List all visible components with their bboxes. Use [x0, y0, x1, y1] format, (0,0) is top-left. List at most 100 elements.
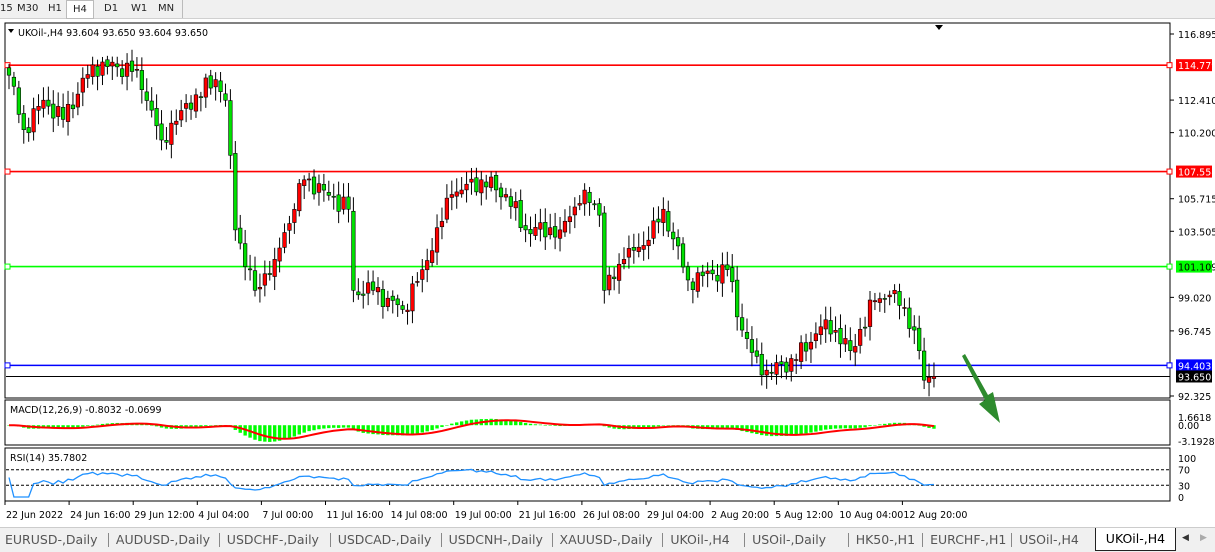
macd-histogram-bar	[56, 425, 60, 429]
tab-usdcad-daily[interactable]: USDCAD-,Daily	[337, 532, 432, 547]
tab-audusd-daily[interactable]: AUDUSD-,Daily	[115, 532, 211, 547]
chart-shift-marker-icon[interactable]	[935, 25, 943, 30]
bear-candle	[493, 174, 499, 191]
price-tick-label: 103.505	[1178, 227, 1215, 238]
macd-histogram-bar	[199, 425, 203, 427]
macd-histogram-bar	[90, 425, 95, 426]
bear-candle	[247, 268, 253, 271]
timeframe-d1[interactable]: D1	[104, 3, 119, 14]
macd-histogram-bar	[317, 425, 321, 430]
tab-eurchf-h1[interactable]: EURCHF-,H1	[930, 532, 1007, 547]
tab-hk50-h1[interactable]: HK50-,H1	[855, 532, 916, 547]
bull-candle	[444, 197, 449, 220]
tab-usoil-daily[interactable]: USOil-,Daily	[752, 532, 827, 547]
bull-candle	[134, 68, 140, 71]
rsi-tick-label: 70	[1178, 466, 1190, 477]
time-label: 29 Jul 04:00	[647, 510, 704, 521]
timeframe-15[interactable]: 15	[0, 3, 13, 14]
macd-histogram-bar	[76, 425, 80, 428]
bull-candle	[410, 283, 415, 312]
macd-pane[interactable]	[4, 399, 1171, 446]
bull-candle	[567, 216, 572, 223]
bear-candle	[685, 266, 691, 281]
macd-histogram-bar	[819, 425, 823, 431]
macd-histogram-bar	[366, 425, 370, 434]
macd-histogram-bar	[297, 425, 301, 435]
macd-histogram-bar	[420, 425, 424, 433]
macd-histogram-bar	[769, 425, 774, 437]
macd-histogram-bar	[671, 425, 675, 426]
bear-candle	[518, 200, 523, 229]
toolbar-separator	[182, 0, 183, 18]
bear-candle	[592, 203, 597, 206]
bull-candle	[375, 287, 381, 293]
bear-candle	[370, 281, 376, 291]
tab-separator	[440, 533, 442, 547]
bull-candle	[607, 274, 612, 291]
timeframe-toolbar: 15 M30 H1 H4 D1 W1 MN	[0, 0, 1215, 19]
bear-candle	[739, 317, 745, 331]
tab-ukoil-h4[interactable]: UKOil-,H4	[670, 532, 730, 547]
timeframe-mn[interactable]: MN	[158, 3, 175, 14]
time-label: 4 Jul 04:00	[198, 510, 249, 521]
tab-xauusd-daily[interactable]: XAUUSD-,Daily	[559, 532, 653, 547]
macd-histogram-bar	[755, 425, 759, 435]
macd-histogram-bar	[100, 423, 105, 426]
price-tick-label: 99.020	[1178, 293, 1211, 304]
bear-candle	[725, 264, 730, 270]
macd-histogram-bar	[543, 425, 547, 426]
macd-histogram-bar	[745, 425, 749, 433]
macd-histogram-bar	[637, 425, 641, 429]
collapse-triangle-icon[interactable]	[8, 29, 14, 33]
macd-histogram-bar	[656, 425, 661, 427]
timeframe-m30[interactable]: M30	[17, 3, 39, 14]
price-pane[interactable]	[4, 22, 1171, 399]
tab-usoil-h4[interactable]: USOil-,H4	[1019, 532, 1079, 547]
timeframe-h4[interactable]: H4	[66, 0, 94, 19]
bear-candle	[587, 191, 592, 203]
bull-candle	[297, 183, 302, 212]
bull-candle	[926, 376, 932, 383]
bull-candle	[405, 309, 410, 312]
scroll-right-button[interactable]: ▶	[1200, 533, 1207, 543]
arrow-shape	[962, 354, 1000, 423]
scroll-left-button[interactable]: ◀	[1182, 533, 1189, 543]
macd-histogram-bar	[863, 425, 867, 428]
bear-candle	[321, 184, 326, 191]
bull-candle	[85, 74, 90, 79]
macd-histogram-bar	[307, 425, 311, 432]
down-arrow-icon[interactable]	[962, 354, 1000, 423]
bull-candle	[100, 61, 105, 76]
timeframe-w1[interactable]: W1	[131, 3, 148, 14]
bull-candle	[833, 330, 838, 333]
bear-candle	[523, 225, 528, 231]
chart-canvas[interactable]: 114.779107.558101.10994.40393.6501.66180…	[0, 19, 1215, 527]
bear-candle	[105, 59, 110, 67]
tab-usdcnh-daily[interactable]: USDCNH-,Daily	[448, 532, 543, 547]
bear-candle	[351, 210, 356, 291]
level-handle	[4, 362, 11, 369]
macd-histogram-bar	[528, 423, 533, 426]
tab-ukoil-h4[interactable]: UKOil-,H4	[1094, 528, 1177, 551]
chart-window[interactable]: 114.779 107.558 101.109 94.403 93.650 1.6618 0…	[0, 19, 1215, 527]
macd-histogram-bar	[455, 422, 459, 426]
level-price-label: 107.558	[1178, 168, 1215, 179]
bear-candle	[700, 271, 705, 277]
macd-histogram-bar	[514, 420, 518, 426]
timeframe-h1[interactable]: H1	[48, 3, 62, 14]
bear-candle	[164, 140, 169, 143]
macd-histogram-bar	[435, 425, 439, 429]
bull-candle	[90, 64, 95, 77]
bull-candle	[272, 259, 277, 277]
bull-candle	[867, 299, 873, 327]
tab-usdchf-daily[interactable]: USDCHF-,Daily	[226, 532, 319, 547]
tab-eurusd-daily[interactable]: EURUSD-,Daily	[5, 532, 98, 547]
macd-histogram-bar	[258, 425, 262, 442]
bear-candle	[149, 100, 154, 111]
bull-candle	[562, 220, 568, 233]
bear-candle	[159, 123, 164, 141]
macd-histogram-bar	[858, 425, 862, 428]
tab-separator	[662, 533, 664, 547]
bear-candle	[21, 113, 26, 130]
bull-candle	[124, 62, 130, 77]
